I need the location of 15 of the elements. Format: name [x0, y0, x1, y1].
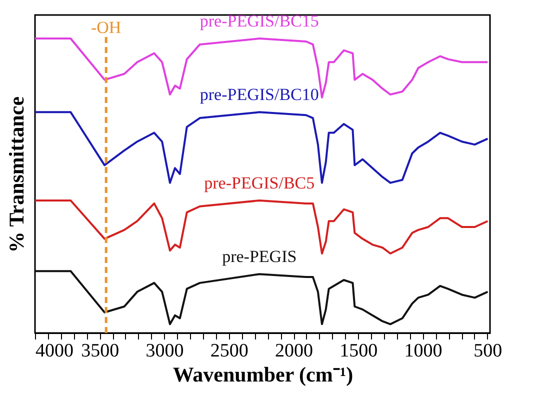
- x-tick-label: 500: [474, 340, 502, 362]
- series-label: pre-PEGIS/BC15: [200, 12, 319, 31]
- series-label: pre-PEGIS/BC5: [204, 174, 315, 192]
- x-tick-label: 2500: [210, 340, 248, 362]
- x-tick-label: 2000: [275, 340, 314, 362]
- x-axis-title: Wavenumber (cm⁻¹): [172, 362, 354, 386]
- x-tick-label: 1500: [340, 340, 378, 362]
- y-axis-title: % Transmittance: [4, 96, 28, 253]
- x-tick-label: 3500: [81, 340, 120, 362]
- x-tick-label: 3000: [146, 340, 184, 362]
- series-label: pre-PEGIS: [222, 247, 297, 266]
- ref-line-label: -OH: [90, 18, 122, 37]
- x-tick-label: 4000: [36, 340, 74, 362]
- x-tick-label: 1000: [404, 340, 442, 362]
- series-label: pre-PEGIS/BC10: [200, 85, 319, 104]
